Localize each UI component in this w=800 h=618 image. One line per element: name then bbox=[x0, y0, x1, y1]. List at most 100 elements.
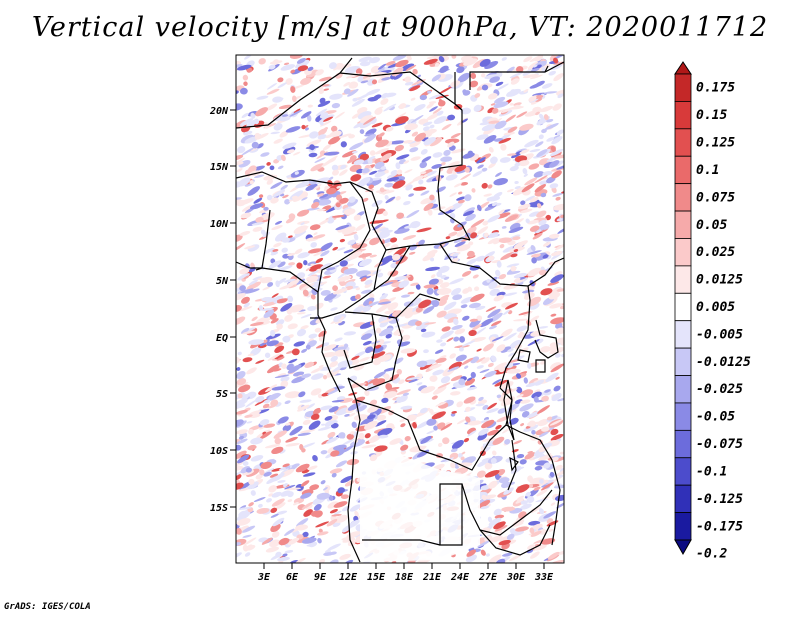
field-patch bbox=[372, 358, 382, 366]
field-patch bbox=[524, 139, 539, 148]
field-patch bbox=[309, 484, 320, 491]
field-patch bbox=[409, 85, 421, 92]
colorbar-level-label: 0.15 bbox=[696, 108, 727, 123]
field-patch bbox=[353, 214, 362, 221]
field-patch bbox=[529, 74, 543, 80]
field-patch bbox=[322, 487, 328, 491]
field-patch bbox=[373, 371, 386, 379]
colorbar-swatch bbox=[674, 429, 692, 459]
field-patch bbox=[376, 232, 391, 239]
field-patch bbox=[503, 131, 516, 136]
field-patch bbox=[236, 370, 246, 380]
field-patch bbox=[529, 527, 535, 535]
field-patch bbox=[238, 487, 250, 492]
field-patch bbox=[464, 365, 469, 369]
field-patch bbox=[254, 174, 265, 179]
field-patch bbox=[386, 177, 400, 182]
field-patch bbox=[310, 388, 322, 396]
field-patch bbox=[252, 276, 263, 281]
field-patch bbox=[378, 406, 391, 414]
field-patch bbox=[307, 66, 314, 72]
field-patch bbox=[238, 384, 251, 393]
field-patch bbox=[344, 559, 354, 563]
field-patch bbox=[242, 330, 255, 335]
field-patch bbox=[310, 281, 325, 288]
field-patch bbox=[376, 106, 384, 110]
field-patch bbox=[347, 156, 357, 164]
field-patch bbox=[460, 304, 468, 309]
field-patch bbox=[553, 73, 564, 82]
field-patch bbox=[236, 103, 243, 111]
field-patch bbox=[293, 497, 305, 504]
field-patch bbox=[378, 327, 394, 337]
field-patch bbox=[412, 68, 418, 75]
field-patch bbox=[438, 299, 447, 307]
field-patch bbox=[502, 292, 518, 297]
field-patch bbox=[393, 73, 403, 80]
lon-label: 6E bbox=[286, 572, 299, 583]
field-patch bbox=[533, 171, 544, 178]
field-patch bbox=[315, 317, 324, 324]
field-patch bbox=[420, 435, 432, 444]
field-patch bbox=[452, 252, 459, 257]
field-patch bbox=[475, 403, 485, 407]
field-patch bbox=[412, 422, 417, 429]
field-patch bbox=[555, 196, 561, 201]
field-patch bbox=[481, 357, 490, 364]
field-patch bbox=[236, 419, 244, 427]
field-patch bbox=[283, 278, 296, 283]
field-patch bbox=[331, 513, 342, 517]
field-patch bbox=[550, 502, 556, 506]
field-patch bbox=[549, 149, 564, 157]
field-patch bbox=[248, 428, 254, 435]
field-patch bbox=[236, 64, 252, 71]
field-patch bbox=[274, 437, 282, 445]
field-patch bbox=[415, 284, 421, 290]
field-patch bbox=[464, 166, 470, 173]
field-patch bbox=[349, 142, 364, 151]
field-patch bbox=[345, 263, 354, 268]
field-patch bbox=[378, 434, 389, 439]
field-patch bbox=[533, 396, 539, 403]
field-patch bbox=[429, 194, 435, 201]
field-patch bbox=[300, 111, 312, 119]
field-patch bbox=[293, 108, 301, 114]
field-patch bbox=[319, 194, 329, 199]
colorbar-level-label: 0.125 bbox=[696, 136, 735, 151]
field-patch bbox=[302, 289, 309, 297]
field-patch bbox=[500, 252, 515, 261]
field-patch bbox=[275, 502, 286, 510]
field-patch bbox=[406, 414, 417, 422]
field-patch bbox=[512, 186, 528, 196]
field-patch bbox=[273, 123, 283, 131]
field-patch bbox=[465, 213, 476, 222]
plot-frame bbox=[235, 54, 565, 564]
field-patch bbox=[437, 442, 443, 447]
field-patch bbox=[320, 263, 333, 270]
field-patch bbox=[272, 472, 285, 482]
field-patch bbox=[317, 537, 322, 544]
field-patch bbox=[513, 277, 521, 283]
lat-label: 5S bbox=[216, 389, 228, 400]
field-patch bbox=[276, 510, 288, 515]
field-patch bbox=[494, 514, 505, 519]
field-patch bbox=[330, 450, 340, 457]
field-patch bbox=[365, 346, 373, 354]
field-patch bbox=[477, 226, 489, 235]
field-patch bbox=[291, 348, 300, 356]
field-patch bbox=[243, 81, 248, 86]
field-patch bbox=[463, 396, 476, 404]
field-patch bbox=[442, 437, 450, 445]
field-patch bbox=[242, 534, 252, 538]
field-patch bbox=[422, 253, 436, 262]
field-patch bbox=[359, 356, 370, 362]
field-patch bbox=[500, 143, 507, 151]
field-patch bbox=[307, 270, 319, 277]
field-patch bbox=[431, 395, 438, 400]
field-patch bbox=[533, 486, 541, 491]
field-patch bbox=[353, 233, 359, 241]
field-patch bbox=[396, 389, 411, 395]
field-patch bbox=[306, 544, 315, 547]
field-patch bbox=[348, 134, 355, 139]
field-patch bbox=[430, 274, 436, 279]
